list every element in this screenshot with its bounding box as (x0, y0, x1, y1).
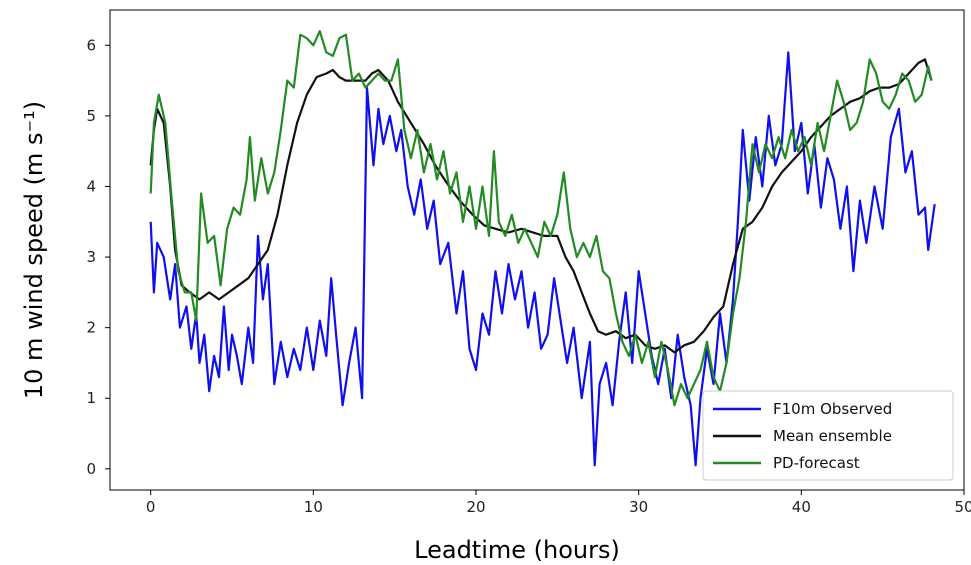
y-tick-label: 2 (86, 319, 96, 337)
y-tick-label: 3 (86, 248, 96, 266)
series-layer (149, 30, 936, 467)
plot-area (109, 9, 965, 491)
y-tick-label: 6 (86, 36, 96, 54)
x-axis: 0 10 20 30 40 50 (146, 490, 971, 516)
y-axis-title: 10 m wind speed (m s⁻¹) (20, 101, 48, 399)
legend-items: F10m Observed Mean ensemble PD-forecast (713, 400, 892, 472)
x-tick-label: 0 (146, 498, 156, 516)
x-tick-label: 10 (304, 498, 323, 516)
x-axis-title: Leadtime (hours) (414, 536, 620, 564)
legend: F10m Observed Mean ensemble PD-forecast (702, 390, 954, 481)
x-tick-label: 50 (954, 498, 971, 516)
x-tick-label: 30 (629, 498, 648, 516)
y-axis: 0 1 2 3 4 5 6 (86, 36, 110, 478)
legend-label: F10m Observed (773, 400, 892, 418)
legend-label: PD-forecast (773, 454, 860, 472)
legend-label: Mean ensemble (773, 427, 892, 445)
x-tick-label: 20 (466, 498, 485, 516)
y-tick-label: 1 (86, 389, 96, 407)
series-line-3 (149, 30, 933, 407)
series-line-2 (149, 58, 933, 354)
y-tick-label: 5 (86, 107, 96, 125)
x-tick-label: 40 (792, 498, 811, 516)
legend-box (702, 390, 954, 481)
plot-frame (109, 9, 965, 491)
series-line-1 (149, 51, 936, 467)
y-tick-label: 0 (86, 460, 96, 478)
y-tick-label: 4 (86, 177, 96, 195)
